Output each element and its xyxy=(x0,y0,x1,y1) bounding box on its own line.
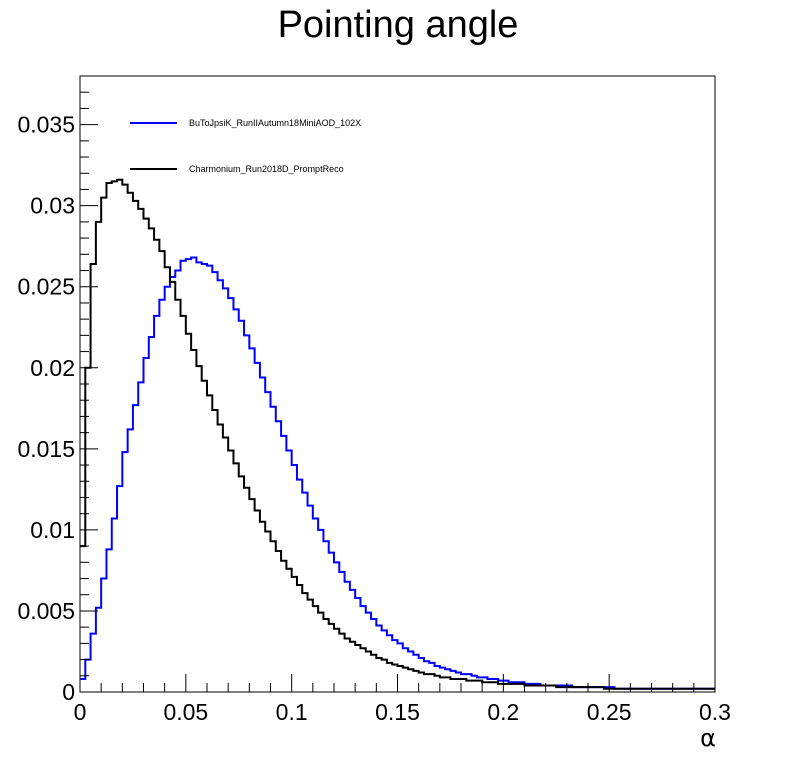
y-tick-label: 0.02 xyxy=(30,355,75,381)
x-tick-label: 0.1 xyxy=(276,699,308,725)
x-tick-label: 0.25 xyxy=(587,699,632,725)
x-tick-label: 0.15 xyxy=(375,699,420,725)
series-line-0 xyxy=(80,256,715,690)
y-tick-label: 0.025 xyxy=(17,274,75,300)
x-tick-label: 0 xyxy=(74,699,87,725)
y-tick-label: 0.015 xyxy=(17,436,75,462)
x-tick-label: 0.3 xyxy=(699,699,731,725)
y-tick-label: 0 xyxy=(62,679,75,705)
y-tick-label: 0.005 xyxy=(17,598,75,624)
y-tick-label: 0.035 xyxy=(17,112,75,138)
legend-label-0: BuToJpsiK_RunIIAutumn18MiniAOD_102X xyxy=(189,118,361,128)
chart-title: Pointing angle xyxy=(278,4,519,46)
y-tick-label: 0.03 xyxy=(30,193,75,219)
series-line-1 xyxy=(80,178,715,690)
legend-label-1: Charmonium_Run2018D_PromptReco xyxy=(189,164,344,174)
x-tick-label: 0.2 xyxy=(487,699,519,725)
x-tick-label: 0.05 xyxy=(163,699,208,725)
x-axis-title: α xyxy=(700,724,716,752)
x-axis: 0 0.05 0.1 0.15 0.2 0.25 0.3 xyxy=(74,674,731,725)
legend: BuToJpsiK_RunIIAutumn18MiniAOD_102X Charm… xyxy=(130,118,361,174)
y-tick-label: 0.01 xyxy=(30,517,75,543)
series-layer xyxy=(80,178,715,690)
y-axis: 0 0.005 0.01 0.015 0.02 0.025 0.03 0.035 xyxy=(17,75,98,705)
